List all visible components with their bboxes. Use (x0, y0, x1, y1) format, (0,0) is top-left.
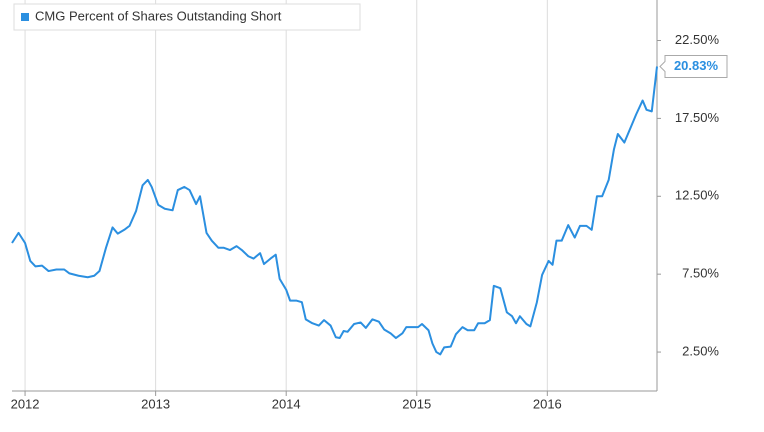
y-tick-label: 12.50% (675, 188, 720, 203)
y-tick-label: 2.50% (682, 343, 719, 358)
value-label-box (659, 55, 728, 79)
legend-label: CMG Percent of Shares Outstanding Short (35, 8, 282, 23)
x-tick-label: 2012 (11, 396, 40, 411)
x-tick-label: 2015 (402, 396, 431, 411)
legend-swatch (21, 13, 29, 21)
y-tick-label: 22.50% (675, 32, 720, 47)
x-tick-label: 2016 (533, 396, 562, 411)
value-label: 20.83% (674, 58, 719, 73)
legend-box (13, 3, 361, 31)
line (11, 66, 658, 356)
y-tick-label: 7.50% (682, 266, 719, 281)
y-tick-label: 17.50% (675, 110, 720, 125)
x-tick-label: 2013 (141, 396, 170, 411)
x-tick-label: 2014 (272, 396, 301, 411)
